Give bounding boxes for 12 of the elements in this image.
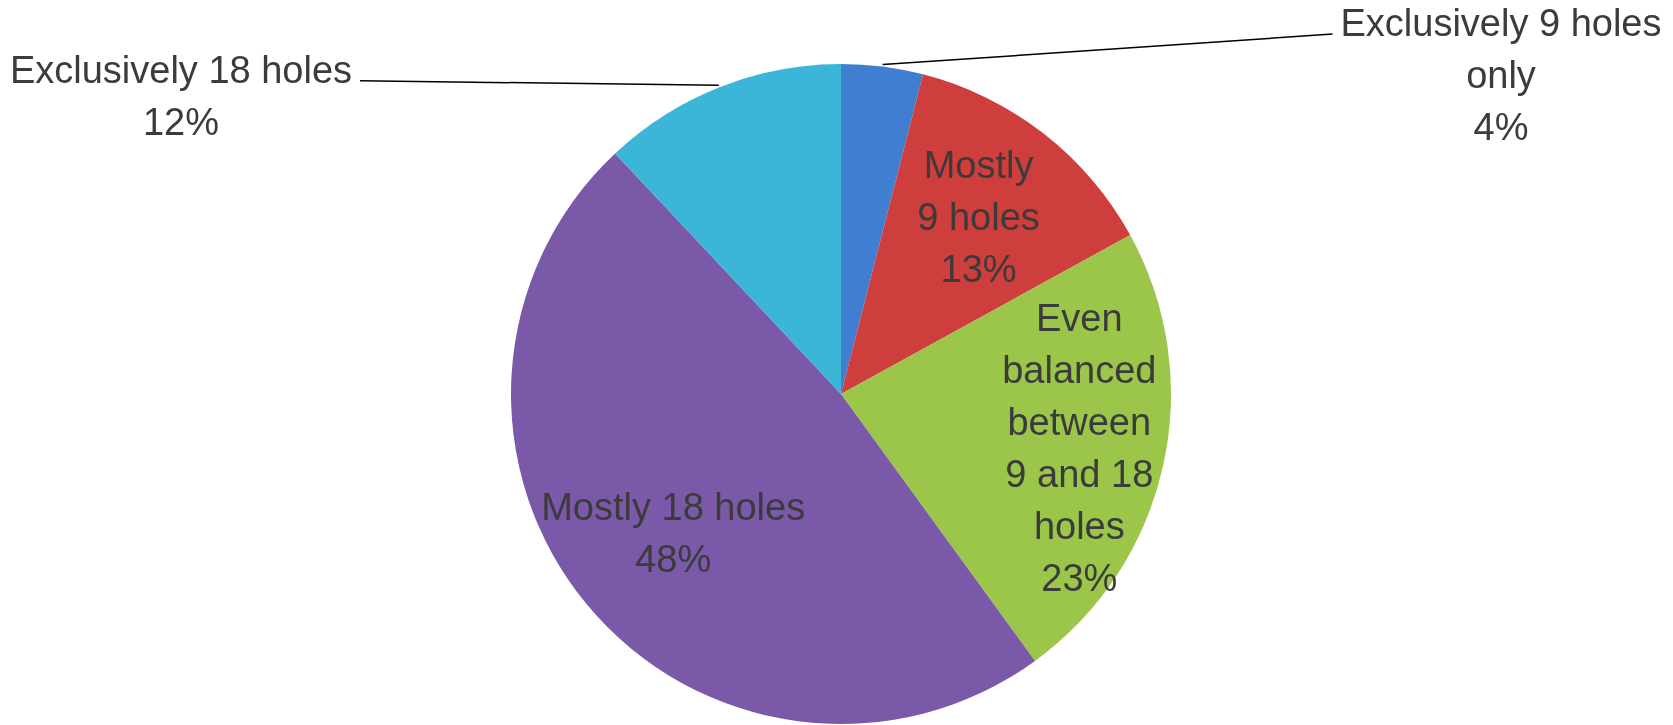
- slice-label: Exclusively 9 holes only: [1340, 1, 1662, 96]
- pie-slice: [615, 64, 841, 394]
- data-label: 48%: [635, 538, 712, 581]
- slice-label: Mostly 18 holes: [541, 486, 806, 529]
- data-label: 23%: [1041, 556, 1118, 599]
- data-label: 13%: [940, 247, 1017, 290]
- slice-label: Mostly 9 holes: [917, 143, 1040, 238]
- data-label: 4%: [1473, 105, 1529, 148]
- slice-label: Even balanced between 9 and 18 holes: [1002, 296, 1157, 547]
- data-label: 12%: [142, 100, 220, 143]
- pie-slice: [841, 235, 1171, 661]
- slice-label: Exclusively 18 holes: [9, 48, 353, 91]
